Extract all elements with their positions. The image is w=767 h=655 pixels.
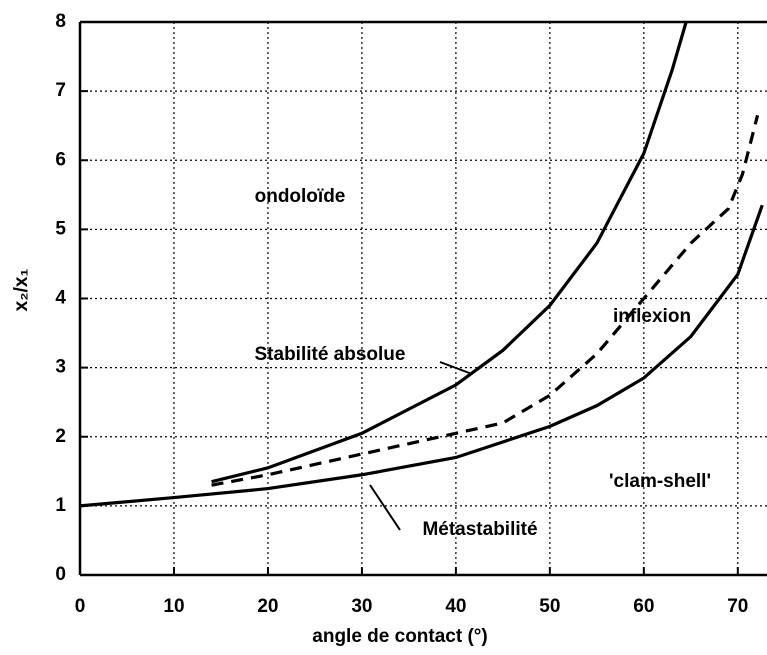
- annotation: inflexion: [613, 306, 691, 327]
- x-axis-label: angle de contact (°): [312, 626, 487, 647]
- y-tick-label: 3: [55, 357, 66, 378]
- y-tick-label: 2: [55, 426, 66, 447]
- annotation: 'clam-shell': [609, 471, 711, 492]
- y-tick-label: 4: [55, 288, 66, 309]
- x-tick-label: 40: [445, 596, 466, 617]
- x-tick-label: 10: [163, 596, 184, 617]
- leader-line: [369, 484, 401, 531]
- series-label: Stabilité absolue: [255, 344, 406, 365]
- series-label: Métastabilité: [422, 519, 537, 540]
- x-tick-label: 60: [633, 596, 654, 617]
- y-tick-label: 0: [55, 564, 66, 585]
- line: [211, 114, 760, 487]
- x-tick-label: 70: [727, 596, 748, 617]
- y-tick-label: 8: [55, 11, 66, 32]
- x-tick-label: 30: [351, 596, 372, 617]
- line: [79, 204, 764, 508]
- line: [211, 21, 688, 484]
- annotation: ondoloïde: [255, 186, 346, 207]
- y-axis-label: x₂/x₁: [11, 269, 32, 312]
- y-tick-label: 7: [55, 80, 66, 101]
- x-tick-label: 50: [539, 596, 560, 617]
- x-tick-label: 20: [257, 596, 278, 617]
- y-tick-label: 5: [55, 218, 66, 239]
- x-tick-label: 0: [75, 596, 86, 617]
- y-tick-label: 6: [55, 149, 66, 170]
- y-tick-label: 1: [55, 495, 66, 516]
